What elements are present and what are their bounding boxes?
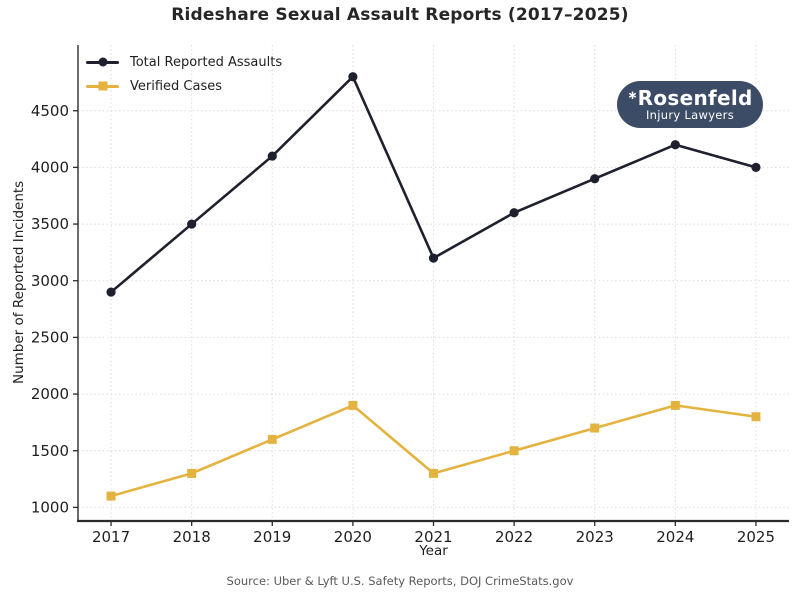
square-marker-icon <box>98 81 107 91</box>
x-tick-label: 2024 <box>656 528 694 546</box>
y-tick-label: 1500 <box>31 442 69 460</box>
y-tick-label: 3000 <box>31 272 69 290</box>
logo-name-text: Rosenfeld <box>637 85 753 110</box>
data-point-marker <box>428 253 439 263</box>
source-citation: Source: Uber & Lyft U.S. Safety Reports,… <box>226 574 574 588</box>
legend-item-verified: Verified Cases <box>86 75 282 97</box>
logo-name: ∗Rosenfeld <box>627 85 753 110</box>
total-line-sample-icon <box>86 57 119 67</box>
y-tick-label: 3500 <box>31 215 69 233</box>
data-point-marker <box>267 434 277 444</box>
chart-legend: Total Reported Assaults Verified Cases <box>86 51 282 97</box>
data-point-marker <box>590 423 600 433</box>
data-point-marker <box>429 468 438 478</box>
x-tick-label: 2025 <box>737 528 775 546</box>
data-point-marker <box>670 400 680 410</box>
x-tick-label: 2021 <box>414 528 452 546</box>
x-tick-label: 2022 <box>495 528 533 546</box>
rosenfeld-logo-badge: ∗Rosenfeld Injury Lawyers <box>617 81 763 128</box>
x-tick-label: 2017 <box>92 528 130 546</box>
data-point-marker <box>590 174 600 184</box>
data-point-marker <box>187 468 197 478</box>
y-tick-label: 4500 <box>31 102 69 120</box>
data-point-marker <box>348 400 358 410</box>
data-point-marker <box>106 491 116 501</box>
data-point-marker <box>509 208 519 218</box>
y-tick-label: 2500 <box>31 329 69 347</box>
y-axis-label: Number of Reported Incidents <box>11 180 27 384</box>
chart-title: Rideshare Sexual Assault Reports (2017–2… <box>171 5 629 25</box>
data-point-marker <box>267 151 277 161</box>
legend-label-verified: Verified Cases <box>130 78 222 94</box>
y-tick-label: 2000 <box>31 385 69 403</box>
data-point-marker <box>751 412 761 422</box>
data-point-marker <box>106 287 116 297</box>
x-tick-label: 2023 <box>576 528 614 546</box>
x-tick-label: 2019 <box>253 528 291 546</box>
logo-tagline: Injury Lawyers <box>645 107 734 122</box>
data-point-marker <box>509 446 519 456</box>
data-point-marker <box>348 72 358 82</box>
x-tick-label: 2018 <box>173 528 211 546</box>
verified-line-sample-icon <box>86 81 119 91</box>
data-point-marker <box>751 162 761 172</box>
y-tick-label: 4000 <box>31 159 69 177</box>
x-tick-label: 2020 <box>334 528 372 546</box>
x-axis-label: Year <box>419 543 448 559</box>
data-point-marker <box>187 219 197 229</box>
logo-star-icon: ∗ <box>627 87 638 102</box>
y-tick-label: 1000 <box>31 499 69 517</box>
legend-label-total: Total Reported Assaults <box>130 54 283 70</box>
legend-item-total: Total Reported Assaults <box>86 51 282 73</box>
circle-marker-icon <box>98 57 107 67</box>
data-point-marker <box>670 140 680 150</box>
